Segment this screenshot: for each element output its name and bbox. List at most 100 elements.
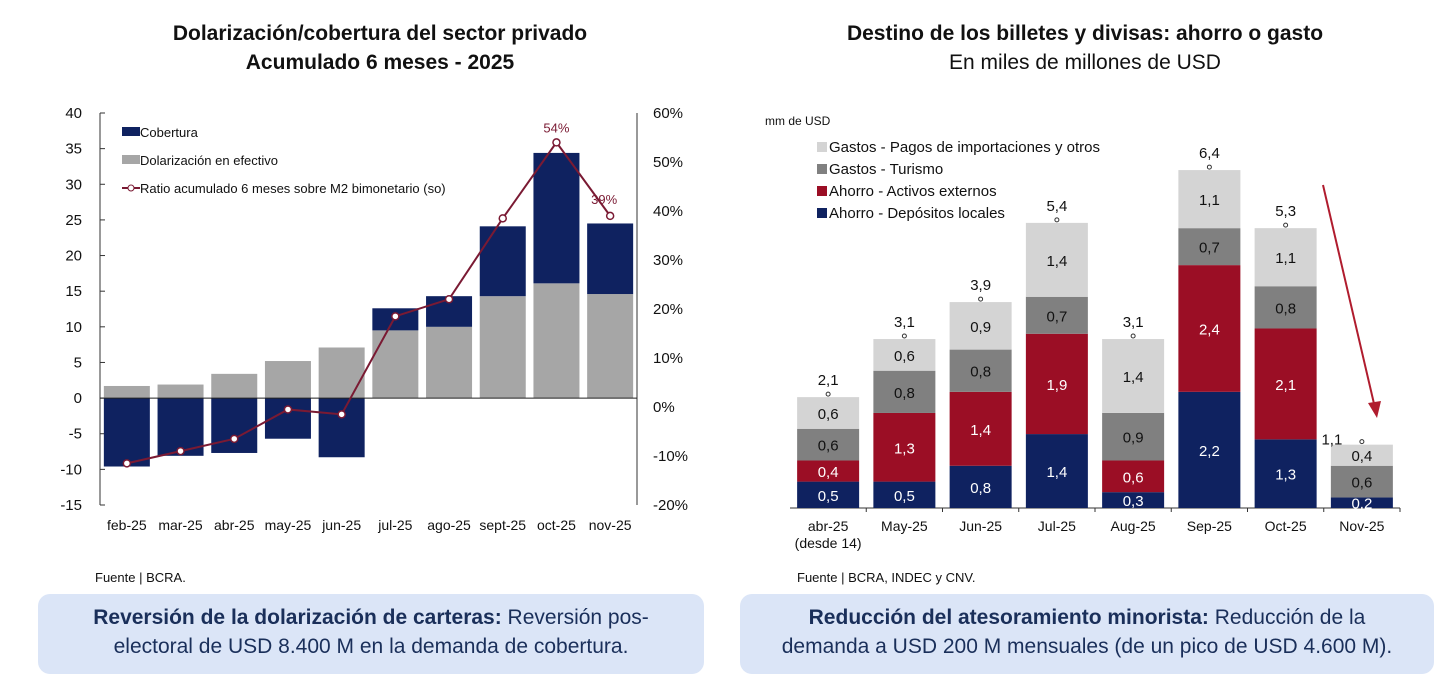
bar-segment bbox=[797, 428, 860, 461]
bar-value-label: 1,4 bbox=[970, 422, 991, 439]
ratio-point bbox=[337, 410, 346, 419]
bar-segment bbox=[1025, 333, 1088, 435]
total-marker bbox=[1359, 439, 1365, 445]
legend-swatch bbox=[817, 142, 827, 152]
bar-dolarizacion bbox=[533, 283, 580, 399]
bar-dolarizacion bbox=[103, 385, 150, 399]
bar-segment bbox=[1178, 391, 1241, 508]
x-tick-label: feb-25 bbox=[107, 517, 147, 533]
x-tick-label: May-25 bbox=[881, 518, 928, 534]
ratio-point bbox=[552, 138, 561, 147]
bar-value-label: 0,6 bbox=[818, 438, 839, 455]
bar-value-label: 1,4 bbox=[1123, 369, 1144, 386]
y-tick-label: 5 bbox=[74, 354, 82, 371]
bar-value-label: 2,2 bbox=[1199, 443, 1220, 460]
bar-value-label: 1,3 bbox=[1275, 467, 1296, 484]
bar-segment bbox=[1025, 296, 1088, 334]
bar-segment bbox=[1102, 460, 1165, 493]
y-tick-label: 40 bbox=[65, 105, 82, 122]
legend-label: Ratio acumulado 6 meses sobre M2 bimonet… bbox=[140, 181, 446, 196]
total-marker bbox=[901, 333, 907, 339]
ratio-label: 39% bbox=[591, 192, 617, 207]
bar-dolarizacion bbox=[372, 330, 419, 399]
x-tick-label: nov-25 bbox=[589, 517, 632, 533]
bar-cobertura bbox=[103, 398, 150, 467]
bar-value-label: 0,8 bbox=[970, 364, 991, 381]
right-y-label: mm de USD bbox=[765, 114, 831, 128]
x-tick-label: Jun-25 bbox=[959, 518, 1002, 534]
legend-label: Cobertura bbox=[140, 125, 199, 140]
legend-swatch-dolarizacion bbox=[122, 155, 140, 164]
bar-value-label: 0,9 bbox=[970, 319, 991, 336]
y2-tick-label: 50% bbox=[653, 154, 683, 171]
bar-segment bbox=[1178, 170, 1241, 229]
x-tick-label: ago-25 bbox=[427, 517, 471, 533]
legend-swatch bbox=[817, 164, 827, 174]
bar-segment bbox=[1102, 492, 1165, 508]
y2-tick-label: 30% bbox=[653, 252, 683, 269]
bar-value-label: 0,7 bbox=[1046, 308, 1067, 325]
bar-dolarizacion bbox=[318, 347, 365, 399]
bar-segment bbox=[873, 370, 936, 413]
ratio-line bbox=[126, 140, 611, 465]
bar-segment bbox=[873, 412, 936, 482]
total-label: 6,4 bbox=[1199, 145, 1220, 162]
total-marker bbox=[1054, 217, 1060, 223]
ratio-point bbox=[391, 312, 400, 321]
bar-value-label: 0,4 bbox=[1351, 448, 1372, 465]
bar-segment bbox=[1025, 222, 1088, 297]
right-note: Reducción del atesoramiento minorista: R… bbox=[740, 594, 1434, 674]
total-label: 3,1 bbox=[1123, 314, 1144, 331]
legend-label: Gastos - Pagos de importaciones y otros bbox=[829, 139, 1100, 156]
x-tick-label: sept-25 bbox=[479, 517, 526, 533]
ratio-point bbox=[122, 459, 132, 468]
x-tick-label: jul-25 bbox=[377, 517, 412, 533]
x-tick-label: Nov-25 bbox=[1339, 518, 1384, 534]
x-tick-label: jun-25 bbox=[321, 517, 361, 533]
bar-segment bbox=[873, 339, 936, 371]
legend-label: Gastos - Turismo bbox=[829, 161, 943, 178]
total-marker bbox=[1130, 333, 1136, 339]
bar-segment bbox=[949, 349, 1012, 392]
bar-value-label: 0,6 bbox=[1123, 469, 1144, 486]
bar-segment bbox=[1178, 265, 1241, 392]
bar-value-label: 1,4 bbox=[1046, 253, 1067, 270]
total-label: 2,1 bbox=[818, 372, 839, 389]
bar-value-label: 0,2 bbox=[1351, 496, 1372, 513]
total-marker bbox=[825, 391, 831, 397]
bar-dolarizacion bbox=[211, 373, 258, 399]
y-tick-label: -10 bbox=[60, 461, 82, 478]
y-tick-label: 30 bbox=[65, 176, 82, 193]
bar-segment bbox=[797, 481, 860, 508]
bar-value-label: 0,5 bbox=[818, 488, 839, 505]
bar-segment bbox=[1254, 328, 1317, 440]
bar-value-label: 0,6 bbox=[894, 348, 915, 365]
y-tick-label: 25 bbox=[65, 212, 82, 229]
y2-tick-label: 10% bbox=[653, 350, 683, 367]
x-tick-label: abr-25 bbox=[808, 518, 849, 534]
bar-cobertura bbox=[587, 223, 634, 295]
legend-swatch bbox=[817, 186, 827, 196]
total-marker bbox=[1206, 164, 1212, 170]
bar-value-label: 0,8 bbox=[970, 480, 991, 497]
bar-segment bbox=[1254, 439, 1317, 508]
ratio-point bbox=[444, 294, 454, 304]
x-tick-label: Jul-25 bbox=[1038, 518, 1076, 534]
y-tick-label: -5 bbox=[69, 426, 82, 443]
ratio-point bbox=[605, 211, 615, 221]
bar-value-label: 1,3 bbox=[894, 440, 915, 457]
bar-segment bbox=[949, 302, 1012, 350]
total-marker bbox=[978, 296, 984, 302]
trend-arrow bbox=[1322, 184, 1376, 409]
bar-value-label: 0,8 bbox=[894, 385, 915, 402]
bar-cobertura bbox=[533, 152, 580, 284]
y2-tick-label: 0% bbox=[653, 399, 675, 416]
bar-segment bbox=[1025, 434, 1088, 508]
bar-segment bbox=[1330, 465, 1393, 498]
bar-segment bbox=[797, 397, 860, 429]
bar-segment bbox=[1254, 286, 1317, 329]
total-marker bbox=[1283, 222, 1289, 228]
x-tick-label: mar-25 bbox=[158, 517, 203, 533]
y2-tick-label: 60% bbox=[653, 105, 683, 122]
ratio-point bbox=[230, 434, 239, 444]
